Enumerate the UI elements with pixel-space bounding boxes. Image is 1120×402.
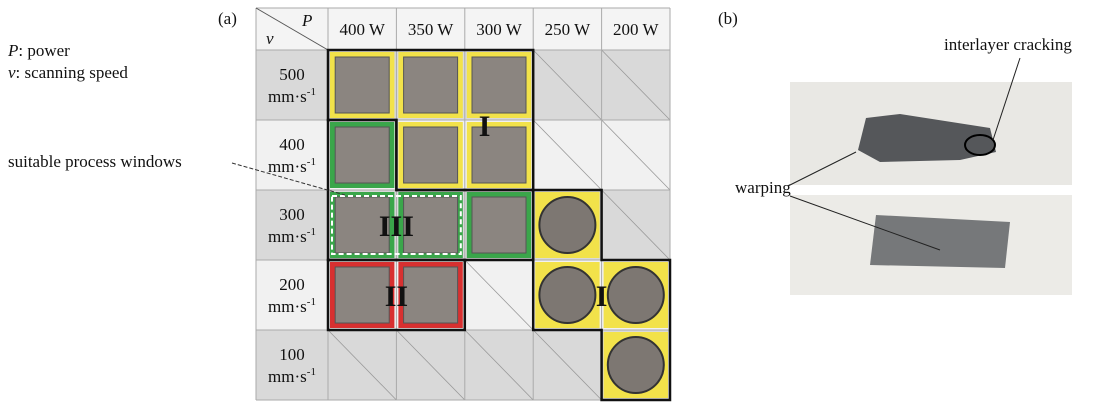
sample bbox=[404, 267, 458, 323]
row-header: 400 bbox=[279, 135, 305, 154]
region-label: I bbox=[596, 280, 608, 313]
unit: mm·s bbox=[268, 157, 307, 176]
annotation: suitable process windows bbox=[8, 152, 182, 171]
annotation: warping bbox=[735, 178, 791, 197]
row-header: 500 bbox=[279, 65, 305, 84]
unit-exponent: -1 bbox=[307, 156, 316, 168]
row-bg bbox=[256, 120, 670, 190]
sample bbox=[539, 267, 595, 323]
panel-label: (b) bbox=[718, 9, 738, 28]
sample bbox=[608, 337, 664, 393]
sample bbox=[335, 57, 389, 113]
sample bbox=[404, 57, 458, 113]
row-bg bbox=[256, 50, 670, 120]
sample bbox=[608, 267, 664, 323]
sample bbox=[472, 57, 526, 113]
column-header: 200 W bbox=[613, 20, 659, 39]
column-header: 400 W bbox=[339, 20, 385, 39]
region-label: III bbox=[379, 210, 414, 243]
sample-photo bbox=[870, 215, 1010, 268]
row-header: 200 bbox=[279, 275, 305, 294]
corner-label: P bbox=[301, 11, 312, 30]
unit: mm·s bbox=[268, 297, 307, 316]
row-header: 300 bbox=[279, 205, 305, 224]
unit-exponent: -1 bbox=[307, 366, 316, 378]
unit: mm·s bbox=[268, 87, 307, 106]
corner-label: v bbox=[266, 29, 274, 48]
sample bbox=[335, 127, 389, 183]
figure: (a) P: power v: scanning speed Pv 400 W 35… bbox=[0, 0, 1120, 402]
row-bg bbox=[256, 190, 670, 260]
legend-entry: v: scanning speed bbox=[8, 63, 128, 82]
unit-exponent: -1 bbox=[307, 296, 316, 308]
legend-entry: P: power bbox=[7, 41, 70, 60]
sample bbox=[472, 197, 526, 253]
column-header: 300 W bbox=[476, 20, 522, 39]
column-header: 250 W bbox=[545, 20, 591, 39]
region-label: II bbox=[385, 280, 408, 313]
unit-exponent: -1 bbox=[307, 226, 316, 238]
sample bbox=[404, 127, 458, 183]
region-label: I bbox=[479, 110, 491, 143]
unit: mm·s bbox=[268, 367, 307, 386]
unit: mm·s bbox=[268, 227, 307, 246]
annotation: interlayer cracking bbox=[944, 35, 1072, 54]
panel-label: (a) bbox=[218, 9, 237, 28]
row-header: 100 bbox=[279, 345, 305, 364]
unit-exponent: -1 bbox=[307, 86, 316, 98]
sample bbox=[539, 197, 595, 253]
column-header: 350 W bbox=[408, 20, 454, 39]
sample bbox=[335, 267, 389, 323]
